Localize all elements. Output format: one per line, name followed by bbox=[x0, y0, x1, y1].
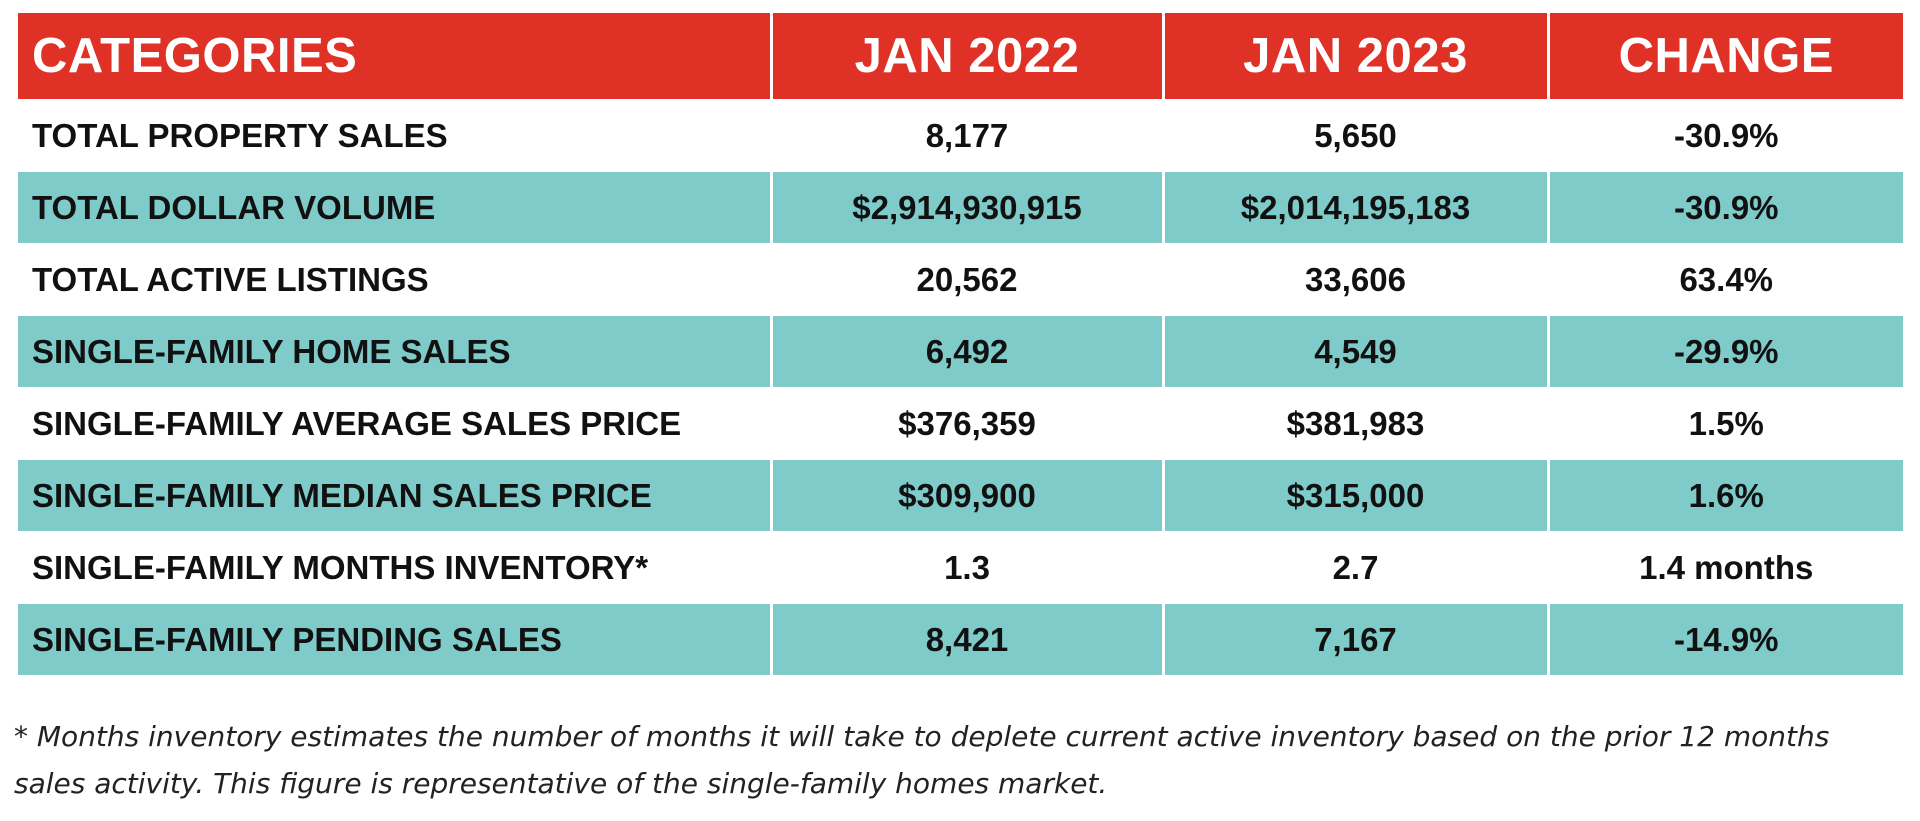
jan-2022-cell: 6,492 bbox=[769, 316, 1163, 387]
jan-2023-cell: $381,983 bbox=[1161, 387, 1548, 460]
jan-2023-cell: 2.7 bbox=[1161, 531, 1548, 604]
jan-2023-cell: 5,650 bbox=[1161, 99, 1548, 172]
change-cell: 63.4% bbox=[1546, 243, 1903, 316]
footnote-line-2: sales activity. This figure is represent… bbox=[14, 767, 1108, 800]
change-cell: 1.5% bbox=[1546, 387, 1903, 460]
jan-2022-cell: 20,562 bbox=[769, 243, 1163, 316]
footnote-line-1: * Months inventory estimates the number … bbox=[14, 720, 1830, 753]
category-cell: TOTAL PROPERTY SALES bbox=[18, 99, 771, 172]
jan-2023-cell: 33,606 bbox=[1161, 243, 1548, 316]
header-row: CATEGORIES JAN 2022 JAN 2023 CHANGE bbox=[18, 13, 1903, 99]
category-cell: SINGLE-FAMILY AVERAGE SALES PRICE bbox=[18, 387, 771, 460]
category-cell: TOTAL ACTIVE LISTINGS bbox=[18, 243, 771, 316]
category-cell: SINGLE-FAMILY MEDIAN SALES PRICE bbox=[18, 460, 771, 531]
jan-2023-cell: $2,014,195,183 bbox=[1161, 172, 1548, 243]
jan-2023-cell: 4,549 bbox=[1161, 316, 1548, 387]
table-row: SINGLE-FAMILY AVERAGE SALES PRICE $376,3… bbox=[18, 387, 1903, 460]
table-row: SINGLE-FAMILY MONTHS INVENTORY* 1.3 2.7 … bbox=[18, 531, 1903, 604]
header-jan-2023: JAN 2023 bbox=[1161, 13, 1548, 99]
category-cell: SINGLE-FAMILY MONTHS INVENTORY* bbox=[18, 531, 771, 604]
table-row: SINGLE-FAMILY HOME SALES 6,492 4,549 -29… bbox=[18, 316, 1903, 387]
footnote: * Months inventory estimates the number … bbox=[14, 713, 1904, 807]
jan-2023-cell: 7,167 bbox=[1161, 604, 1548, 675]
change-cell: -14.9% bbox=[1546, 604, 1903, 675]
table-body: TOTAL PROPERTY SALES 8,177 5,650 -30.9% … bbox=[18, 99, 1903, 675]
change-cell: 1.6% bbox=[1546, 460, 1903, 531]
category-cell: SINGLE-FAMILY HOME SALES bbox=[18, 316, 771, 387]
header-categories: CATEGORIES bbox=[18, 13, 771, 99]
jan-2023-cell: $315,000 bbox=[1161, 460, 1548, 531]
header-jan-2022: JAN 2022 bbox=[769, 13, 1163, 99]
jan-2022-cell: $376,359 bbox=[769, 387, 1163, 460]
market-stats-table-container: CATEGORIES JAN 2022 JAN 2023 CHANGE TOTA… bbox=[18, 13, 1903, 675]
table-row: TOTAL DOLLAR VOLUME $2,914,930,915 $2,01… bbox=[18, 172, 1903, 243]
market-stats-table: CATEGORIES JAN 2022 JAN 2023 CHANGE TOTA… bbox=[18, 13, 1903, 675]
jan-2022-cell: 8,177 bbox=[769, 99, 1163, 172]
jan-2022-cell: $2,914,930,915 bbox=[769, 172, 1163, 243]
table-row: TOTAL PROPERTY SALES 8,177 5,650 -30.9% bbox=[18, 99, 1903, 172]
change-cell: -30.9% bbox=[1546, 172, 1903, 243]
table-row: TOTAL ACTIVE LISTINGS 20,562 33,606 63.4… bbox=[18, 243, 1903, 316]
change-cell: 1.4 months bbox=[1546, 531, 1903, 604]
table-row: SINGLE-FAMILY MEDIAN SALES PRICE $309,90… bbox=[18, 460, 1903, 531]
jan-2022-cell: $309,900 bbox=[769, 460, 1163, 531]
jan-2022-cell: 8,421 bbox=[769, 604, 1163, 675]
change-cell: -29.9% bbox=[1546, 316, 1903, 387]
jan-2022-cell: 1.3 bbox=[769, 531, 1163, 604]
table-header: CATEGORIES JAN 2022 JAN 2023 CHANGE bbox=[18, 13, 1903, 99]
change-cell: -30.9% bbox=[1546, 99, 1903, 172]
category-cell: SINGLE-FAMILY PENDING SALES bbox=[18, 604, 771, 675]
header-change: CHANGE bbox=[1546, 13, 1903, 99]
category-cell: TOTAL DOLLAR VOLUME bbox=[18, 172, 771, 243]
table-row: SINGLE-FAMILY PENDING SALES 8,421 7,167 … bbox=[18, 604, 1903, 675]
